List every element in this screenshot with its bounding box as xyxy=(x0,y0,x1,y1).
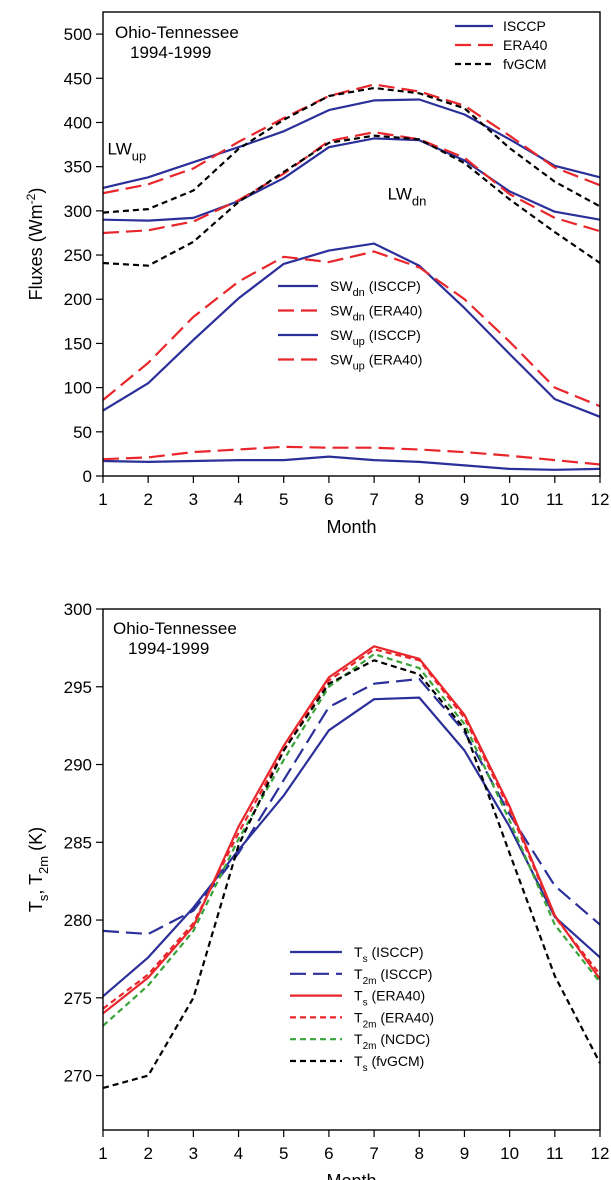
x-tick-label: 2 xyxy=(143,490,152,509)
x-tick-label: 2 xyxy=(143,1144,152,1163)
x-tick-label: 7 xyxy=(369,1144,378,1163)
y-tick-label: 500 xyxy=(64,25,92,44)
series-line-t2m-isccp xyxy=(102,677,601,936)
y-tick-label: 0 xyxy=(83,467,92,486)
legend-entry-label: ISCCP xyxy=(503,18,546,34)
y-tick-label: 290 xyxy=(64,756,92,775)
series-line-lwup-isccp xyxy=(102,98,601,189)
x-tick-label: 10 xyxy=(500,1144,519,1163)
series-line-swup-era40 xyxy=(102,445,601,466)
x-tick-label: 8 xyxy=(415,490,424,509)
region-title: Ohio-Tennessee xyxy=(113,619,237,638)
series-line-lwup-era40 xyxy=(102,83,601,195)
y-tick-label: 275 xyxy=(64,989,92,1008)
series-line-lwdn-era40 xyxy=(102,131,601,235)
x-tick-label: 5 xyxy=(279,1144,288,1163)
x-tick-label: 9 xyxy=(460,1144,469,1163)
series-group xyxy=(102,83,601,471)
y-tick-label: 295 xyxy=(64,678,92,697)
series-line-t2m-ncdc xyxy=(102,652,601,1027)
x-tick-label: 11 xyxy=(546,490,564,509)
y-tick-label: 250 xyxy=(64,246,92,265)
series-line-swup-isccp xyxy=(102,455,601,471)
x-tick-label: 8 xyxy=(415,1144,424,1163)
y-tick-label: 100 xyxy=(64,379,92,398)
series-line-lwup-fvgcm xyxy=(102,86,601,214)
x-tick-label: 5 xyxy=(279,490,288,509)
y-tick-label: 400 xyxy=(64,113,92,132)
legend-entry-label: Ts (ISCCP) xyxy=(354,944,424,965)
region-period: 1994-1999 xyxy=(130,43,211,62)
region-title: Ohio-Tennessee xyxy=(115,23,239,42)
x-tick-label: 12 xyxy=(591,490,610,509)
legend-entry-label: T2m (ISCCP) xyxy=(354,966,432,987)
x-axis-label: Month xyxy=(326,517,376,537)
y-axis-label: Fluxes (Wm-2) xyxy=(24,188,46,301)
plot-frame xyxy=(102,608,601,1131)
y-tick-label: 350 xyxy=(64,158,92,177)
y-tick-label: 280 xyxy=(64,911,92,930)
series-line-t2m-era40 xyxy=(102,648,601,1010)
x-tick-label: 10 xyxy=(500,490,519,509)
x-axis-label: Month xyxy=(326,1171,376,1180)
legend-entry-label: T2m (NCDC) xyxy=(354,1031,430,1052)
series-line-ts-isccp xyxy=(102,696,601,998)
y-tick-label: 300 xyxy=(64,202,92,221)
series-line-swdn-era40 xyxy=(102,250,601,408)
legend-entry-label: ERA40 xyxy=(503,37,548,53)
temperature-panel: 270275280285290295300123456789101112Mont… xyxy=(26,600,609,1180)
x-tick-label: 11 xyxy=(546,1144,564,1163)
legend-entry-label: fvGCM xyxy=(503,56,547,72)
series-line-lwdn-isccp xyxy=(102,137,601,222)
plot-frame xyxy=(102,11,601,477)
x-tick-label: 3 xyxy=(189,1144,198,1163)
annotation-lw-up: LWup xyxy=(108,139,147,163)
x-tick-label: 6 xyxy=(324,1144,333,1163)
x-tick-label: 3 xyxy=(189,490,198,509)
y-tick-label: 300 xyxy=(64,600,92,619)
legend-entry-label: Ts (ERA40) xyxy=(354,988,425,1009)
x-tick-label: 1 xyxy=(98,1144,107,1163)
legend-entry-label: SWdn (ISCCP) xyxy=(330,278,421,299)
x-tick-label: 6 xyxy=(324,490,333,509)
y-tick-label: 450 xyxy=(64,69,92,88)
series-line-ts-era40 xyxy=(102,645,601,1015)
x-tick-label: 1 xyxy=(98,490,107,509)
series-line-lwdn-fvgcm xyxy=(102,134,601,267)
y-tick-label: 285 xyxy=(64,833,92,852)
y-tick-label: 50 xyxy=(73,423,92,442)
x-tick-label: 9 xyxy=(460,490,469,509)
legend-entry-label: SWdn (ERA40) xyxy=(330,303,422,324)
series-line-swdn-isccp xyxy=(102,242,601,418)
legend-center: SWdn (ISCCP) SWdn (ERA40) SWup (ISCCP) SWup… xyxy=(278,278,422,373)
y-tick-label: 200 xyxy=(64,290,92,309)
legend-entry-label: Ts (fvGCM) xyxy=(354,1053,424,1074)
annotation-lw-dn: LWdn xyxy=(388,184,427,208)
x-tick-label: 12 xyxy=(591,1144,610,1163)
x-tick-label: 7 xyxy=(369,490,378,509)
legend-entry-label: T2m (ERA40) xyxy=(354,1009,434,1030)
series-line-ts-fvgcm xyxy=(102,659,601,1090)
legend-bottom-center: Ts (ISCCP)T2m (ISCCP)Ts (ERA40)T2m (ERA4… xyxy=(290,944,434,1074)
legend-entry-label: SWup (ISCCP) xyxy=(330,327,421,348)
y-axis-label: Ts, T2m (K) xyxy=(26,827,51,912)
legend-top-right: ISCCP ERA40 fvGCM xyxy=(455,18,548,72)
x-tick-label: 4 xyxy=(234,1144,243,1163)
y-tick-label: 270 xyxy=(64,1067,92,1086)
x-tick-label: 4 xyxy=(234,490,243,509)
legend-entry-label: SWup (ERA40) xyxy=(330,352,422,373)
y-tick-label: 150 xyxy=(64,334,92,353)
series-group xyxy=(102,645,601,1090)
region-period: 1994-1999 xyxy=(128,639,209,658)
